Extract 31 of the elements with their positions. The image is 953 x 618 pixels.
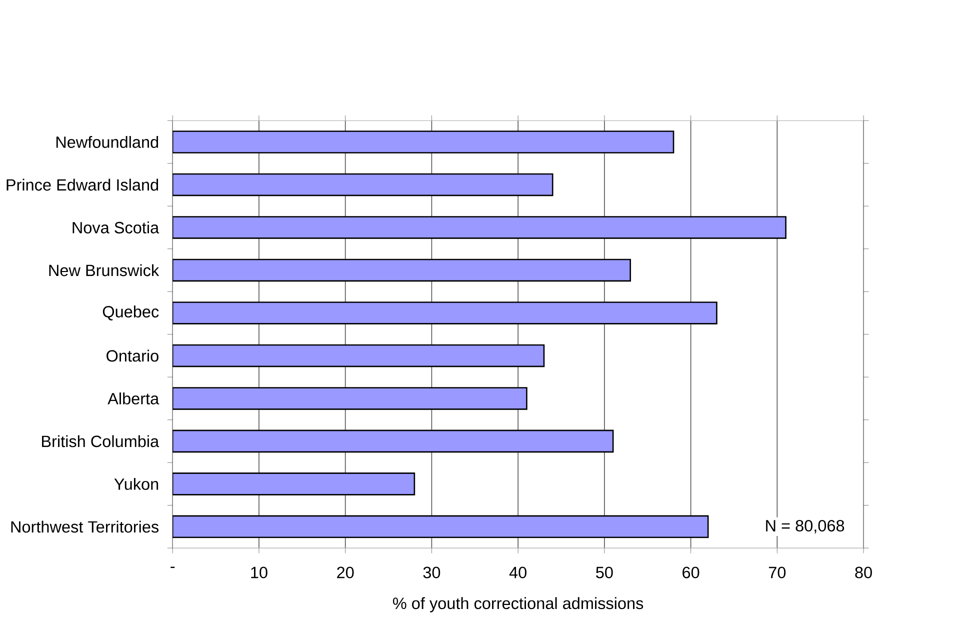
bar	[172, 302, 718, 324]
y-tick-label: Prince Edward Island	[6, 178, 158, 191]
y-tick-label: New Brunswick	[49, 264, 160, 276]
x-axis-title: % of youth correctional admissions	[392, 597, 644, 612]
y-tick-label: Ontario	[106, 350, 158, 362]
x-tick-label: 20	[337, 566, 354, 578]
bar	[172, 344, 545, 368]
y-tick-label: Alberta	[108, 392, 160, 405]
y-tick-label: Northwest Territories	[11, 520, 159, 533]
bar	[172, 216, 786, 239]
y-tick-label: Newfoundland	[56, 136, 158, 148]
y-tick-label: Nova Scotia	[72, 222, 160, 234]
y-tick-label: British Columbia	[42, 435, 160, 448]
x-tick-label: 10	[251, 566, 268, 578]
x-tick-label: -	[170, 566, 175, 568]
y-tick-label: Quebec	[102, 306, 159, 321]
bar	[172, 258, 631, 282]
annotation: N = 80,068	[766, 520, 844, 534]
bar	[172, 387, 528, 410]
x-tick-label: 30	[423, 566, 440, 578]
bar	[172, 130, 674, 154]
x-tick-label: 70	[768, 566, 786, 578]
bar	[172, 515, 709, 538]
bar	[172, 472, 416, 496]
x-tick-label: 60	[682, 566, 700, 578]
x-tick-label: 50	[596, 566, 613, 578]
x-tick-label: 40	[509, 566, 526, 578]
y-tick-label: Yukon	[114, 478, 158, 490]
x-tick-label: 80	[855, 566, 872, 578]
bar	[172, 173, 554, 196]
bar	[172, 430, 614, 453]
